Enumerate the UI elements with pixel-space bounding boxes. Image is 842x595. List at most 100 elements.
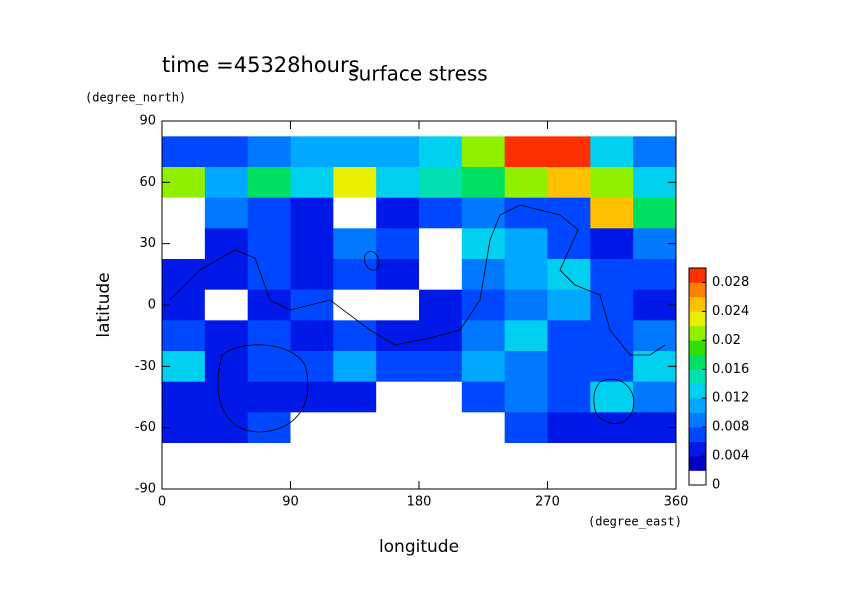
colorbar-tick-label: 0.024 [712, 304, 749, 319]
colorbar-band [689, 470, 706, 486]
field-cell [247, 136, 291, 168]
y-axis-label: latitude [94, 272, 114, 337]
field-cell [204, 197, 249, 229]
field-cell [162, 136, 206, 168]
colorbar-band [689, 340, 706, 356]
field-cell [547, 259, 591, 291]
field-cell [461, 381, 506, 413]
field-cell [547, 167, 591, 199]
field-cell [590, 167, 634, 199]
field-cell [290, 289, 334, 321]
chart-subtitle: time =45328hours [162, 53, 360, 77]
field-cell [461, 320, 506, 352]
field-cell [247, 197, 291, 229]
field-cell [204, 228, 249, 260]
field-cell [247, 412, 291, 444]
field-cell [633, 320, 677, 352]
field-cell [504, 381, 548, 413]
field-cell [419, 167, 463, 199]
colorbar-band [689, 383, 706, 399]
field-cell [290, 197, 334, 229]
colorbar-band [689, 456, 706, 471]
field-cell [333, 228, 377, 260]
field-cell [590, 289, 634, 321]
field-cell [290, 443, 334, 475]
x-tick-label: 270 [535, 495, 560, 510]
field-cell [333, 167, 377, 199]
field-cell [162, 197, 206, 229]
field-cell [547, 197, 591, 229]
field-cell [333, 443, 377, 475]
field-cell [333, 197, 377, 229]
colorbar-tick-label: 0.02 [712, 333, 741, 348]
colorbar-band [689, 311, 706, 327]
y-tick-label: 0 [148, 298, 156, 313]
field-cell [590, 259, 634, 291]
y-tick-label: -30 [135, 359, 156, 374]
field-cell [461, 228, 506, 260]
field-cell [461, 412, 506, 444]
field-cell [633, 381, 677, 413]
x-tick-label: 360 [664, 495, 689, 510]
field-cell [590, 443, 634, 475]
field-cell [376, 412, 420, 444]
field-cell [461, 197, 506, 229]
field-cell [504, 197, 548, 229]
field-cell [204, 412, 249, 444]
field-cell [333, 320, 377, 352]
field-cell [419, 136, 463, 168]
field-cell [633, 136, 677, 168]
field-cell [376, 443, 420, 475]
field-cell [504, 259, 548, 291]
colorbar-band [689, 354, 706, 370]
colorbar-band [689, 296, 706, 312]
x-axis-label: longitude [379, 537, 459, 557]
field-cell [376, 167, 420, 199]
field-cell [204, 351, 249, 383]
field-cell [547, 289, 591, 321]
field-cell [290, 167, 334, 199]
field-cell [504, 228, 548, 260]
field-cell [376, 289, 420, 321]
field-cell [590, 320, 634, 352]
x-tick-label: 90 [282, 495, 299, 510]
field-cell [547, 443, 591, 475]
y-unit: (degree_north) [85, 91, 186, 105]
field-cell [419, 412, 463, 444]
field-cell [461, 289, 506, 321]
field-cell [247, 289, 291, 321]
y-tick-label: -60 [135, 420, 156, 435]
colorbar-tick-label: 0.004 [712, 449, 749, 464]
field-cell [461, 167, 506, 199]
colorbar-tick-label: 0.028 [712, 275, 749, 290]
field-cell [419, 228, 463, 260]
field-cell [590, 228, 634, 260]
field-cell [376, 351, 420, 383]
field-cell [504, 443, 548, 475]
field-cell [419, 443, 463, 475]
field-cell [204, 136, 249, 168]
field-cell [461, 136, 506, 168]
field-cell [204, 381, 249, 413]
field-cell [376, 228, 420, 260]
colorbar-band [689, 398, 706, 413]
field-cell [419, 381, 463, 413]
field-cell [333, 412, 377, 444]
field-cell [376, 381, 420, 413]
chart-title: surface stress [348, 62, 487, 86]
field-cell [247, 259, 291, 291]
field-cell [247, 443, 291, 475]
field-cell [419, 320, 463, 352]
field-cell [333, 136, 377, 168]
field-cell [590, 381, 634, 413]
field-cell [204, 289, 249, 321]
field-cell [590, 412, 634, 444]
colorbar-tick-label: 0.012 [712, 391, 749, 406]
field-cell [247, 167, 291, 199]
field-cell [461, 443, 506, 475]
field-cell [162, 259, 206, 291]
field-cell [333, 351, 377, 383]
field-cell [333, 381, 377, 413]
field-cell [504, 289, 548, 321]
